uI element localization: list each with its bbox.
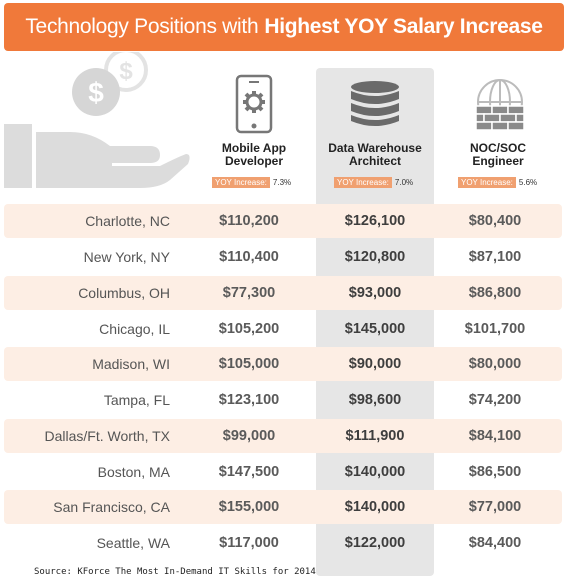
- source-note: Source: KForce The Most In-Demand IT Ski…: [34, 567, 316, 577]
- yoy-value: 7.3%: [272, 178, 292, 187]
- column-title-line2: Architect: [348, 154, 401, 168]
- column-header-noc-soc-engineer: NOC/SOC Engineer: [440, 142, 556, 168]
- row-band: [4, 276, 562, 310]
- salary-data-warehouse: $98,600: [348, 392, 402, 408]
- salary-mobile: $117,000: [219, 535, 279, 551]
- table-row: Chicago, IL $105,200 $145,000 $101,700: [4, 312, 562, 346]
- salary-data-warehouse: $140,000: [344, 499, 406, 515]
- table-row: Madison, WI $105,000 $90,000 $80,000: [4, 347, 562, 381]
- yoy-increase-noc-soc: YOY Increase: 5.6%: [458, 177, 537, 188]
- city-label: San Francisco, CA: [53, 499, 170, 515]
- salary-mobile: $99,000: [222, 428, 276, 444]
- salary-data-warehouse: $140,000: [344, 464, 406, 480]
- city-label: Tampa, FL: [103, 392, 170, 408]
- city-label: Seattle, WA: [96, 535, 170, 551]
- salary-mobile: $123,100: [218, 392, 280, 408]
- salary-noc-soc: $84,400: [468, 535, 522, 551]
- column-title-line1: Mobile App: [221, 141, 287, 155]
- yoy-value: 7.0%: [394, 178, 414, 187]
- city-label: Charlotte, NC: [85, 213, 170, 229]
- smartphone-gear-icon: [235, 74, 273, 134]
- database-icon: [351, 81, 399, 126]
- title-banner: Technology Positions with Highest YOY Sa…: [4, 3, 564, 51]
- salary-noc-soc: $87,100: [468, 249, 522, 265]
- salary-noc-soc: $80,400: [468, 213, 522, 229]
- salary-noc-soc: $86,500: [468, 464, 522, 480]
- salary-noc-soc: $74,200: [468, 392, 522, 408]
- salary-data-warehouse: $122,000: [344, 535, 406, 551]
- salary-noc-soc: $101,700: [464, 321, 526, 337]
- table-row: Tampa, FL $123,100 $98,600 $74,200: [4, 383, 562, 417]
- yoy-value: 5.6%: [518, 178, 538, 187]
- yoy-increase-data-warehouse: YOY Increase: 7.0%: [334, 177, 413, 188]
- salary-noc-soc: $84,100: [468, 428, 522, 444]
- salary-noc-soc: $77,000: [468, 499, 522, 515]
- salary-data-warehouse: $120,800: [344, 249, 406, 265]
- hand-coins-icon: $ $: [4, 52, 190, 188]
- salary-mobile: $110,400: [219, 249, 279, 265]
- column-title-line2: Developer: [224, 154, 284, 168]
- city-label: Columbus, OH: [78, 285, 170, 301]
- salary-mobile: $110,200: [219, 213, 279, 229]
- table-row: Dallas/Ft. Worth, TX $99,000 $111,900 $8…: [4, 419, 562, 453]
- city-label: New York, NY: [83, 249, 170, 265]
- column-header-mobile-app-developer: Mobile App Developer: [196, 142, 312, 168]
- salary-mobile: $155,000: [218, 499, 280, 515]
- column-title-line1: Data Warehouse: [328, 141, 422, 155]
- salary-data-warehouse: $90,000: [348, 356, 402, 372]
- salary-data-warehouse: $145,000: [344, 321, 406, 337]
- table-row: Boston, MA $147,500 $140,000 $86,500: [4, 455, 562, 489]
- city-label: Boston, MA: [97, 464, 170, 480]
- table-row: Seattle, WA $117,000 $122,000 $84,400: [4, 526, 562, 560]
- salary-mobile: $147,500: [218, 464, 280, 480]
- row-band: [4, 347, 562, 381]
- table-row: Charlotte, NC $110,200 $126,100 $80,400: [4, 204, 562, 238]
- salary-mobile: $105,200: [218, 321, 280, 337]
- globe-firewall-icon: [475, 79, 525, 131]
- table-row: New York, NY $110,400 $120,800 $87,100: [4, 240, 562, 274]
- salary-data-warehouse: $93,000: [348, 285, 402, 301]
- yoy-label: YOY Increase:: [212, 177, 270, 188]
- salary-noc-soc: $80,000: [468, 356, 522, 372]
- table-row: San Francisco, CA $155,000 $140,000 $77,…: [4, 490, 562, 524]
- salary-mobile: $105,000: [218, 356, 280, 372]
- column-header-data-warehouse-architect: Data Warehouse Architect: [316, 142, 434, 168]
- city-label: Chicago, IL: [99, 321, 170, 337]
- row-band: [4, 204, 562, 238]
- column-title-line1: NOC/SOC: [469, 141, 526, 155]
- table-row: Columbus, OH $77,300 $93,000 $86,800: [4, 276, 562, 310]
- column-title-line2: Engineer: [472, 154, 524, 168]
- city-label: Dallas/Ft. Worth, TX: [44, 428, 170, 444]
- yoy-label: YOY Increase:: [458, 177, 516, 188]
- title-bold: Highest YOY Salary Increase: [264, 15, 543, 38]
- svg-text:$: $: [88, 77, 104, 108]
- yoy-increase-mobile: YOY Increase: 7.3%: [212, 177, 291, 188]
- title-regular: Technology Positions with: [25, 15, 259, 38]
- row-band: [4, 490, 562, 524]
- salary-mobile: $77,300: [222, 285, 276, 301]
- salary-data-warehouse: $126,100: [344, 213, 406, 229]
- salary-noc-soc: $86,800: [468, 285, 522, 301]
- svg-text:$: $: [119, 58, 133, 85]
- city-label: Madison, WI: [92, 356, 170, 372]
- row-band: [4, 419, 562, 453]
- salary-data-warehouse: $111,900: [345, 428, 405, 444]
- yoy-label: YOY Increase:: [334, 177, 392, 188]
